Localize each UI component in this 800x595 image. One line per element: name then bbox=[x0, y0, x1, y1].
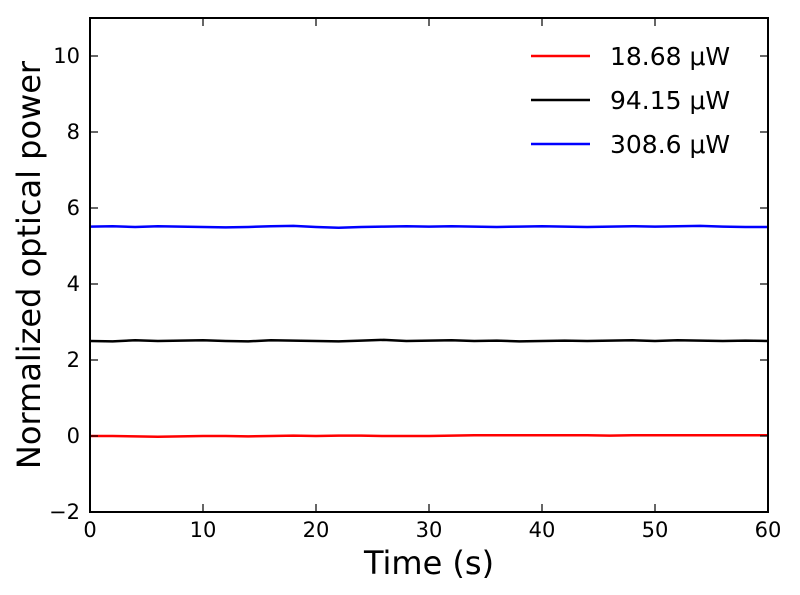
x-tick-label: 30 bbox=[416, 518, 443, 542]
y-tick-label: 2 bbox=[67, 348, 80, 372]
y-tick-label: 0 bbox=[67, 424, 80, 448]
x-tick-label: 10 bbox=[190, 518, 217, 542]
legend-label: 18.68 μW bbox=[610, 42, 730, 71]
legend-label: 308.6 μW bbox=[610, 130, 730, 159]
y-tick-label: 4 bbox=[67, 272, 80, 296]
y-tick-label: 6 bbox=[67, 196, 80, 220]
series-line-3 bbox=[89, 224, 768, 230]
y-tick-label: 10 bbox=[53, 44, 80, 68]
x-axis-label: Time (s) bbox=[363, 544, 494, 582]
plot-frame bbox=[89, 17, 769, 513]
legend: 18.68 μW 94.15 μW 308.6 μW bbox=[531, 42, 730, 159]
plot-background bbox=[90, 18, 768, 512]
x-tick-label: 20 bbox=[303, 518, 330, 542]
y-tick-label: 8 bbox=[67, 120, 80, 144]
series-line-2 bbox=[89, 338, 769, 343]
x-tick-label: 0 bbox=[83, 518, 96, 542]
x-tick-label: 60 bbox=[755, 518, 782, 542]
x-tick-label: 40 bbox=[529, 518, 556, 542]
series-layer bbox=[89, 224, 769, 439]
series-line-1 bbox=[90, 433, 768, 439]
x-tick-label: 50 bbox=[642, 518, 669, 542]
y-axis-label: Normalized optical power bbox=[10, 60, 48, 469]
y-tick-label: −2 bbox=[49, 500, 80, 524]
legend-label: 94.15 μW bbox=[610, 86, 730, 115]
